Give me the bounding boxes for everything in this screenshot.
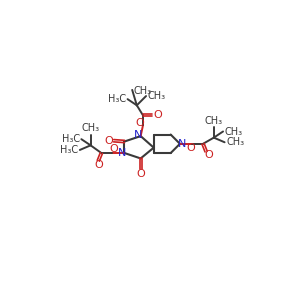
- Text: CH₃: CH₃: [148, 91, 166, 101]
- Text: CH₃: CH₃: [134, 86, 152, 96]
- Text: H₃C: H₃C: [61, 134, 80, 144]
- Text: H₃C: H₃C: [108, 94, 126, 104]
- Text: O: O: [205, 150, 214, 160]
- Text: CH₃: CH₃: [226, 137, 244, 147]
- Text: O: O: [95, 160, 103, 170]
- Text: CH₃: CH₃: [225, 127, 243, 137]
- Text: O: O: [109, 144, 118, 154]
- Text: O: O: [105, 136, 113, 146]
- Text: N: N: [134, 130, 142, 140]
- Text: CH₃: CH₃: [205, 116, 223, 126]
- Text: O: O: [153, 110, 162, 119]
- Text: CH₃: CH₃: [82, 123, 100, 134]
- Text: H₃C: H₃C: [60, 145, 78, 155]
- Text: O: O: [186, 143, 195, 153]
- Text: O: O: [136, 118, 144, 128]
- Text: N: N: [118, 148, 126, 158]
- Text: O: O: [136, 169, 145, 179]
- Text: N: N: [178, 139, 186, 149]
